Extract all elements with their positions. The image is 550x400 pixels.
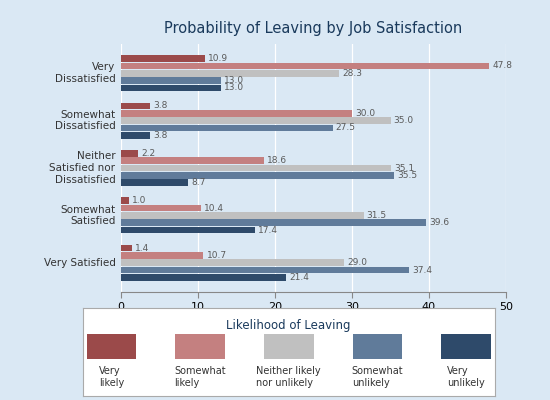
Text: 10.4: 10.4 <box>204 204 224 212</box>
Text: 3.8: 3.8 <box>153 102 168 110</box>
Bar <box>121 267 409 273</box>
Bar <box>121 125 333 131</box>
Text: 35.1: 35.1 <box>394 164 415 172</box>
Text: Somewhat
likely: Somewhat likely <box>174 366 226 388</box>
Bar <box>121 157 264 164</box>
Text: 39.6: 39.6 <box>429 218 449 227</box>
Text: Somewhat
unlikely: Somewhat unlikely <box>351 366 403 388</box>
Bar <box>121 150 138 157</box>
Text: 47.8: 47.8 <box>492 62 512 70</box>
Text: 28.3: 28.3 <box>342 69 362 78</box>
FancyBboxPatch shape <box>264 334 314 359</box>
Bar <box>121 70 339 76</box>
Bar <box>121 245 132 251</box>
Text: 13.0: 13.0 <box>224 76 244 85</box>
Bar <box>121 172 394 179</box>
Bar <box>121 117 390 124</box>
Bar <box>121 274 286 281</box>
FancyBboxPatch shape <box>175 334 225 359</box>
FancyBboxPatch shape <box>353 334 402 359</box>
Bar <box>121 252 204 259</box>
Bar <box>121 110 352 117</box>
X-axis label: Percent of Respondents by Satisfaction: Percent of Respondents by Satisfaction <box>205 318 422 328</box>
Bar <box>121 132 150 139</box>
Bar <box>121 219 426 226</box>
FancyBboxPatch shape <box>87 334 136 359</box>
Text: 1.4: 1.4 <box>135 244 149 252</box>
Text: 3.8: 3.8 <box>153 131 168 140</box>
Text: Likelihood of Leaving: Likelihood of Leaving <box>227 318 351 332</box>
Bar <box>121 85 221 91</box>
Text: 8.7: 8.7 <box>191 178 206 187</box>
Text: 18.6: 18.6 <box>267 156 288 165</box>
Bar <box>121 63 489 69</box>
Bar <box>121 227 255 233</box>
Bar <box>121 212 364 219</box>
Bar <box>121 197 129 204</box>
Bar <box>121 205 201 211</box>
Text: 31.5: 31.5 <box>367 211 387 220</box>
Text: 29.0: 29.0 <box>348 258 367 267</box>
Text: Very
unlikely: Very unlikely <box>447 366 485 388</box>
Text: 1.0: 1.0 <box>132 196 146 205</box>
Bar <box>121 55 205 62</box>
Text: 35.5: 35.5 <box>398 171 417 180</box>
Text: 30.0: 30.0 <box>355 109 375 118</box>
Bar <box>121 260 344 266</box>
Text: 17.4: 17.4 <box>258 226 278 234</box>
Text: 21.4: 21.4 <box>289 273 309 282</box>
Bar <box>121 165 391 171</box>
FancyBboxPatch shape <box>442 334 491 359</box>
Text: Neither likely
nor unlikely: Neither likely nor unlikely <box>256 366 321 388</box>
Text: 10.9: 10.9 <box>208 54 228 63</box>
Text: 13.0: 13.0 <box>224 84 244 92</box>
Bar <box>121 77 221 84</box>
Text: 10.7: 10.7 <box>206 251 227 260</box>
Bar <box>121 179 188 186</box>
Bar <box>121 103 150 109</box>
Text: Very
likely: Very likely <box>99 366 124 388</box>
Text: 27.5: 27.5 <box>336 124 356 132</box>
Text: 35.0: 35.0 <box>394 116 414 125</box>
Text: 37.4: 37.4 <box>412 266 432 274</box>
Title: Probability of Leaving by Job Satisfaction: Probability of Leaving by Job Satisfacti… <box>164 21 463 36</box>
Text: 2.2: 2.2 <box>141 149 155 158</box>
